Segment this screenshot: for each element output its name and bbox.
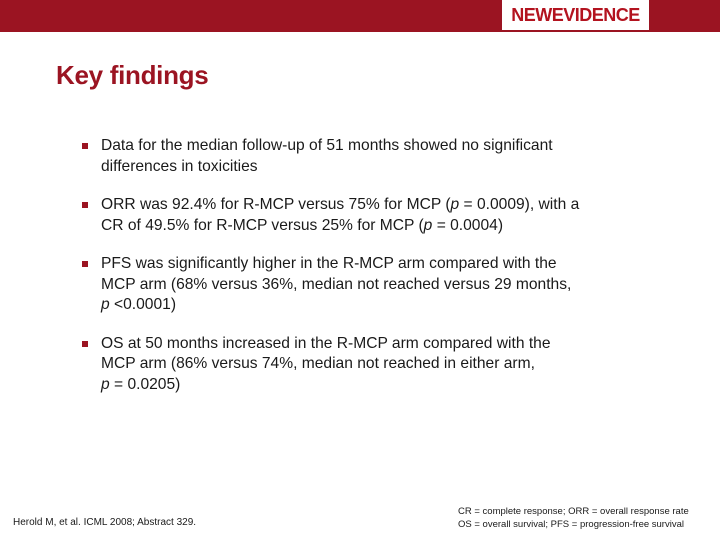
bullet-marker-icon [82, 340, 88, 347]
bullet-marker-icon [82, 202, 88, 208]
bullet-text: <0.0001) [109, 296, 177, 313]
logo-new-text: NEW [511, 4, 552, 25]
p-symbol: p [423, 216, 433, 234]
abbreviation-line: CR = complete response; ORR = overall re… [458, 506, 689, 517]
findings-list: Data for the median follow-up of 51 mont… [82, 136, 672, 413]
finding-os: OS at 50 months increased in the R-MCP a… [82, 334, 672, 396]
newevidence-logo: NEW EVIDENCE [502, 0, 649, 30]
finding-orr: ORR was 92.4% for R-MCP versus 75% for M… [82, 195, 672, 236]
bullet-line: OS at 50 months increased in the R-MCP a… [101, 334, 551, 352]
bullet-line: Data for the median follow-up of 51 mont… [101, 137, 553, 154]
bullet-text: CR of 49.5% for R-MCP versus 25% for MCP… [101, 216, 424, 234]
p-symbol: p [101, 375, 110, 393]
bullet-text: = 0.0205) [109, 375, 181, 393]
logo-evidence-text: EVIDENCE [551, 4, 641, 25]
bullet-text: ORR was 92.4% for R-MCP versus 75% for M… [101, 196, 451, 213]
p-symbol: p [450, 196, 460, 213]
slide-title: Key findings [56, 60, 209, 90]
abbreviation-line: OS = overall survival; PFS = progression… [458, 519, 684, 530]
abbreviations-note: CR = complete response; ORR = overall re… [458, 505, 689, 531]
p-symbol: p [101, 296, 110, 313]
finding-toxicity: Data for the median follow-up of 51 mont… [82, 136, 672, 177]
bullet-line: PFS was significantly higher in the R-MC… [101, 255, 557, 272]
bullet-text: = 0.0004) [432, 216, 504, 234]
header-bar: NEW EVIDENCE [0, 0, 720, 32]
bullet-marker-icon [82, 143, 88, 149]
reference-citation: Herold M, et al. ICML 2008; Abstract 329… [13, 517, 197, 528]
bullet-marker-icon [82, 261, 88, 267]
bullet-text: = 0.0009), with a [459, 196, 580, 213]
bullet-line: MCP arm (86% versus 74%, median not reac… [101, 355, 535, 372]
finding-pfs: PFS was significantly higher in the R-MC… [82, 254, 672, 316]
bullet-line: differences in toxicities [101, 157, 258, 175]
bullet-line: MCP arm (68% versus 36%, median not reac… [101, 275, 572, 293]
